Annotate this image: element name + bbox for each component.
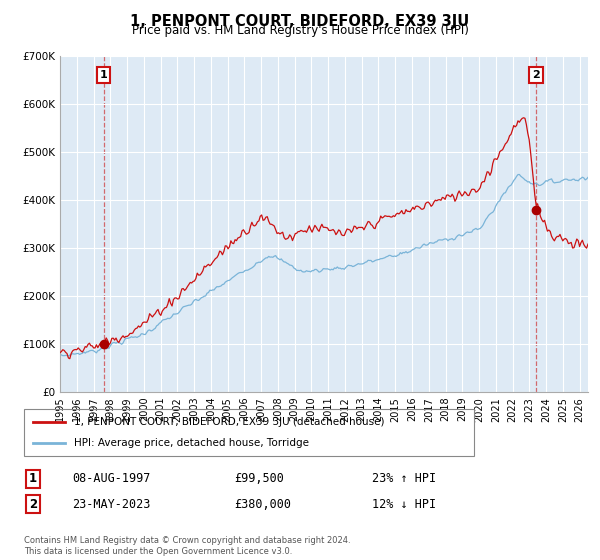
Text: Contains HM Land Registry data © Crown copyright and database right 2024.
This d: Contains HM Land Registry data © Crown c… [24,536,350,556]
Text: 08-AUG-1997: 08-AUG-1997 [72,472,151,486]
Text: 23-MAY-2023: 23-MAY-2023 [72,497,151,511]
Text: 1: 1 [29,472,37,486]
Text: 1, PENPONT COURT, BIDEFORD, EX39 3JU: 1, PENPONT COURT, BIDEFORD, EX39 3JU [130,14,470,29]
Text: 12% ↓ HPI: 12% ↓ HPI [372,497,436,511]
Text: Price paid vs. HM Land Registry's House Price Index (HPI): Price paid vs. HM Land Registry's House … [131,24,469,37]
Text: 23% ↑ HPI: 23% ↑ HPI [372,472,436,486]
Text: 2: 2 [29,497,37,511]
Text: 2: 2 [532,70,540,80]
Text: 1, PENPONT COURT, BIDEFORD, EX39 3JU (detached house): 1, PENPONT COURT, BIDEFORD, EX39 3JU (de… [74,417,384,427]
Text: HPI: Average price, detached house, Torridge: HPI: Average price, detached house, Torr… [74,438,308,448]
Text: £380,000: £380,000 [234,497,291,511]
Text: 1: 1 [100,70,107,80]
Text: £99,500: £99,500 [234,472,284,486]
